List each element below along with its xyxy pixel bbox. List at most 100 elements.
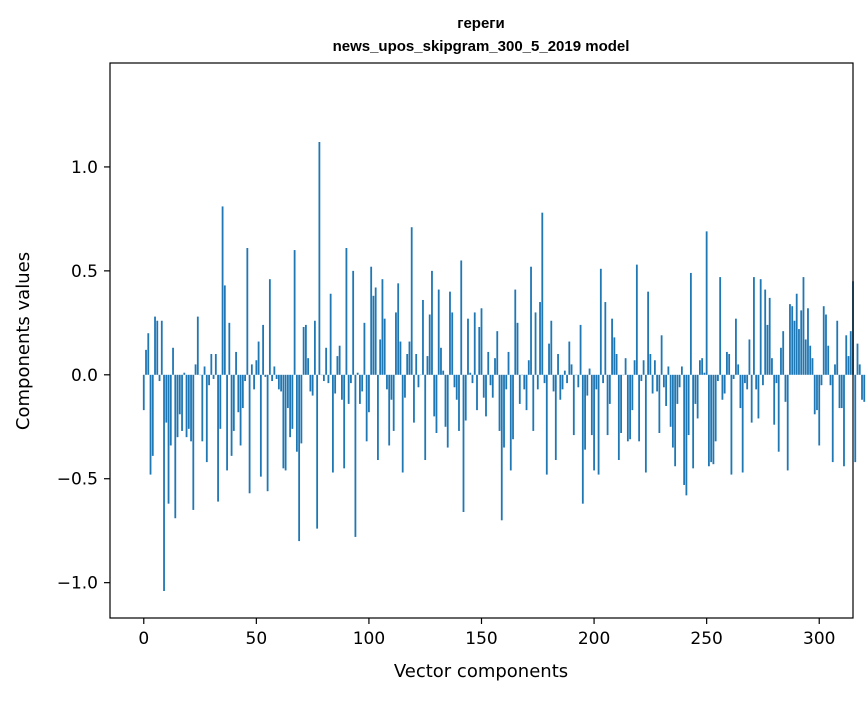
bar	[154, 317, 156, 375]
bar	[773, 375, 775, 425]
bar	[771, 358, 773, 375]
bar	[526, 375, 528, 410]
bar	[670, 375, 672, 427]
bar	[483, 375, 485, 398]
bar	[550, 321, 552, 375]
bar	[490, 375, 492, 385]
bar	[244, 375, 246, 381]
bar	[863, 375, 865, 402]
bar	[215, 354, 217, 375]
bar	[334, 375, 336, 394]
bar	[309, 375, 311, 392]
bar	[174, 375, 176, 518]
bar	[418, 375, 420, 387]
bar	[519, 375, 521, 404]
bar	[717, 375, 719, 381]
bar	[704, 373, 706, 375]
bar	[332, 375, 334, 473]
bar	[859, 364, 861, 374]
bar	[505, 375, 507, 390]
y-tick-label: 0.0	[71, 366, 98, 386]
bar	[499, 375, 501, 431]
bar	[318, 142, 320, 375]
bar	[566, 375, 568, 383]
bar	[762, 375, 764, 385]
y-axis-label: Components values	[13, 252, 34, 430]
bar	[197, 317, 199, 375]
chart-subtitle: news_upos_skipgram_300_5_2019 model	[333, 38, 630, 55]
bar	[667, 366, 669, 374]
bar	[411, 227, 413, 375]
bar	[602, 375, 604, 383]
bar	[224, 285, 226, 374]
bar	[183, 373, 185, 375]
bar	[861, 375, 863, 400]
bar	[406, 354, 408, 375]
bar	[577, 375, 579, 387]
bar	[749, 339, 751, 374]
y-tick-label: −0.5	[57, 470, 98, 490]
bar	[375, 287, 377, 374]
bar	[163, 375, 165, 591]
bar	[710, 375, 712, 462]
bar	[204, 366, 206, 374]
bar	[825, 315, 827, 375]
bar	[830, 375, 832, 385]
bar	[634, 360, 636, 375]
bar	[778, 375, 780, 452]
bar	[165, 375, 167, 423]
bar	[685, 375, 687, 496]
bar	[803, 277, 805, 375]
bar	[676, 375, 678, 404]
bar	[656, 375, 658, 392]
bar	[402, 375, 404, 473]
bar	[255, 360, 257, 375]
bar	[249, 375, 251, 493]
bar	[217, 375, 219, 502]
bar	[568, 342, 570, 375]
bar	[850, 331, 852, 375]
bar	[147, 333, 149, 375]
bar	[361, 375, 363, 392]
bar	[807, 308, 809, 375]
bar	[474, 312, 476, 374]
bar	[240, 375, 242, 446]
bar	[325, 348, 327, 375]
bar	[472, 375, 474, 383]
bar	[742, 375, 744, 473]
bar	[821, 375, 823, 385]
bar	[791, 306, 793, 375]
bar	[177, 375, 179, 437]
bar	[532, 375, 534, 431]
bar	[231, 375, 233, 456]
bar	[267, 375, 269, 491]
bar	[503, 375, 505, 448]
bar	[697, 375, 699, 419]
bar	[159, 375, 161, 381]
bar	[213, 375, 215, 379]
bar	[298, 375, 300, 541]
bar	[364, 323, 366, 375]
bar	[388, 375, 390, 446]
bar	[690, 273, 692, 375]
bar	[652, 375, 654, 394]
bar	[582, 375, 584, 504]
bar	[343, 375, 345, 469]
bar	[764, 290, 766, 375]
bar	[494, 358, 496, 375]
bar	[145, 350, 147, 375]
bar	[152, 375, 154, 456]
bar	[305, 325, 307, 375]
bar	[679, 375, 681, 387]
bar	[206, 375, 208, 462]
bar	[674, 375, 676, 466]
bar	[222, 206, 224, 374]
bar	[683, 375, 685, 485]
bar	[823, 306, 825, 375]
bar	[276, 375, 278, 379]
bar	[544, 375, 546, 383]
bar	[350, 375, 352, 383]
bar	[625, 358, 627, 375]
bar	[433, 375, 435, 417]
